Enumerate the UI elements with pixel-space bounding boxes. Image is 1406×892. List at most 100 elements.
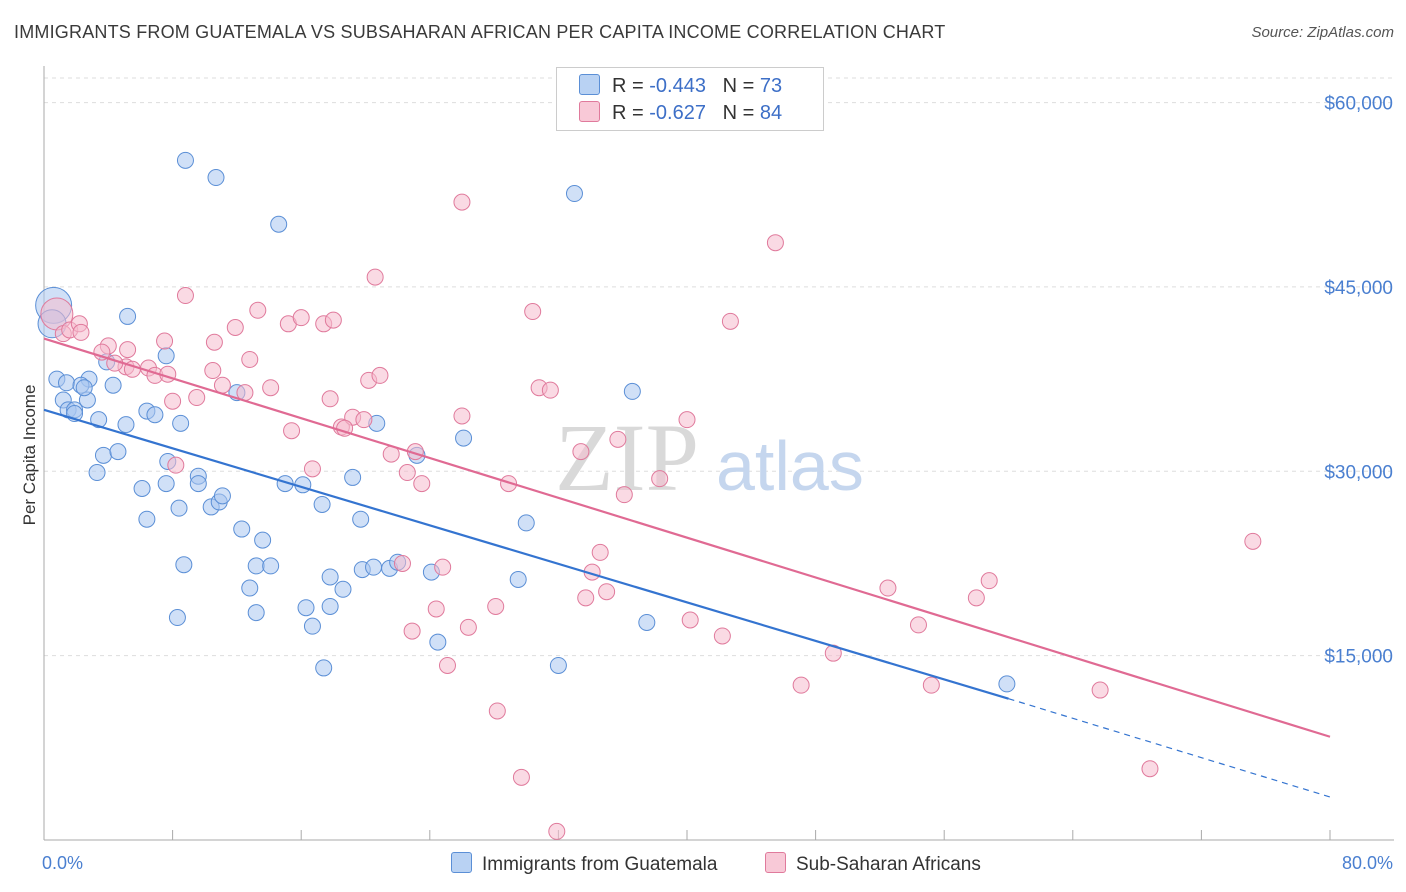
point-subsaharan bbox=[713, 627, 731, 645]
trend-line-subsaharan bbox=[43, 337, 1331, 738]
point-guatemala bbox=[429, 633, 447, 651]
point-subsaharan bbox=[721, 312, 739, 330]
point-guatemala bbox=[175, 556, 193, 574]
legend-r-label: R = bbox=[612, 102, 644, 124]
point-subsaharan bbox=[321, 390, 339, 408]
point-subsaharan bbox=[413, 475, 431, 493]
point-guatemala bbox=[315, 659, 333, 677]
point-guatemala bbox=[75, 379, 93, 397]
legend-n-label: N = bbox=[722, 75, 755, 97]
point-guatemala bbox=[303, 617, 321, 635]
bottom-legend-guatemala[interactable]: Immigrants from Guatemala bbox=[451, 852, 717, 876]
point-subsaharan bbox=[204, 362, 222, 380]
point-subsaharan bbox=[453, 407, 471, 425]
point-guatemala bbox=[58, 374, 76, 392]
point-subsaharan bbox=[681, 611, 699, 629]
point-subsaharan bbox=[213, 376, 231, 394]
x-tick-labels: 0.0% 80.0% bbox=[42, 853, 1393, 873]
point-guatemala bbox=[170, 499, 188, 517]
point-subsaharan bbox=[488, 702, 506, 720]
point-guatemala bbox=[365, 558, 383, 576]
point-subsaharan bbox=[434, 558, 452, 576]
point-guatemala bbox=[90, 411, 108, 429]
point-subsaharan bbox=[176, 287, 194, 305]
legend-r-value: -0.443 bbox=[649, 75, 706, 97]
point-subsaharan bbox=[792, 676, 810, 694]
point-guatemala bbox=[213, 487, 231, 505]
trend-lines bbox=[43, 337, 1331, 798]
bottom-legend-label-subsaharan: Sub-Saharan Africans bbox=[796, 854, 981, 875]
point-subsaharan bbox=[371, 366, 389, 384]
point-subsaharan bbox=[1091, 681, 1109, 699]
point-guatemala bbox=[207, 169, 225, 187]
point-subsaharan bbox=[572, 443, 590, 461]
point-guatemala bbox=[334, 580, 352, 598]
point-subsaharan bbox=[591, 543, 609, 561]
point-subsaharan bbox=[1141, 760, 1159, 778]
point-guatemala bbox=[157, 347, 175, 365]
point-guatemala bbox=[254, 531, 272, 549]
point-guatemala bbox=[133, 479, 151, 497]
point-subsaharan bbox=[249, 301, 267, 319]
point-subsaharan bbox=[909, 616, 927, 634]
point-subsaharan bbox=[167, 456, 185, 474]
legend-swatch-guatemala bbox=[579, 74, 600, 95]
point-guatemala bbox=[168, 609, 186, 627]
point-guatemala bbox=[509, 570, 527, 588]
point-guatemala bbox=[262, 557, 280, 575]
point-subsaharan bbox=[366, 268, 384, 286]
point-subsaharan bbox=[453, 193, 471, 211]
point-subsaharan bbox=[541, 381, 559, 399]
point-subsaharan bbox=[292, 309, 310, 327]
point-subsaharan bbox=[500, 475, 518, 493]
point-subsaharan bbox=[651, 470, 669, 488]
source-label: Source: ZipAtlas.com bbox=[1251, 24, 1394, 41]
point-guatemala bbox=[517, 514, 535, 532]
point-guatemala bbox=[321, 597, 339, 615]
point-subsaharan bbox=[119, 341, 137, 359]
point-subsaharan bbox=[598, 583, 616, 601]
point-guatemala bbox=[344, 468, 362, 486]
point-subsaharan bbox=[922, 676, 940, 694]
legend-box: R = -0.443 N = 73 R = -0.627 N = 84 bbox=[556, 67, 824, 131]
point-subsaharan bbox=[226, 318, 244, 336]
point-guatemala bbox=[241, 579, 259, 597]
point-subsaharan bbox=[72, 323, 90, 341]
point-subsaharan bbox=[967, 589, 985, 607]
point-subsaharan bbox=[205, 333, 223, 351]
bottom-legend-subsaharan[interactable]: Sub-Saharan Africans bbox=[765, 852, 981, 876]
x-tick-label: 0.0% bbox=[42, 853, 83, 873]
point-guatemala bbox=[146, 406, 164, 424]
point-subsaharan bbox=[980, 572, 998, 590]
legend-n-label: N = bbox=[722, 102, 755, 124]
point-subsaharan bbox=[403, 622, 421, 640]
point-guatemala bbox=[88, 464, 106, 482]
point-guatemala bbox=[117, 416, 135, 434]
y-tick-labels: $60,000 $45,000 $30,000 $15,000 bbox=[1324, 94, 1393, 668]
point-guatemala bbox=[270, 215, 288, 233]
point-guatemala bbox=[352, 510, 370, 528]
point-subsaharan bbox=[879, 579, 897, 597]
legend-swatch-subsaharan bbox=[579, 101, 600, 122]
y-tick-label: $45,000 bbox=[1324, 278, 1393, 299]
point-subsaharan bbox=[678, 411, 696, 429]
point-subsaharan bbox=[577, 589, 595, 607]
point-subsaharan bbox=[303, 460, 321, 478]
y-axis-label: Per Capita Income bbox=[20, 385, 39, 526]
legend-r-label: R = bbox=[612, 75, 644, 97]
point-subsaharan bbox=[262, 379, 280, 397]
point-guatemala bbox=[233, 520, 251, 538]
point-subsaharan bbox=[615, 486, 633, 504]
point-subsaharan bbox=[188, 389, 206, 407]
point-subsaharan bbox=[355, 411, 373, 429]
point-subsaharan bbox=[241, 350, 259, 368]
point-subsaharan bbox=[1244, 532, 1262, 550]
legend-row-guatemala: R = -0.443 N = 73 bbox=[579, 74, 782, 100]
chart-title: IMMIGRANTS FROM GUATEMALA VS SUBSAHARAN … bbox=[14, 22, 946, 42]
point-subsaharan bbox=[512, 768, 530, 786]
point-guatemala bbox=[313, 495, 331, 513]
point-guatemala bbox=[157, 475, 175, 493]
point-guatemala bbox=[176, 151, 194, 169]
trend-line-guatemala bbox=[43, 408, 1009, 700]
point-guatemala bbox=[109, 443, 127, 461]
